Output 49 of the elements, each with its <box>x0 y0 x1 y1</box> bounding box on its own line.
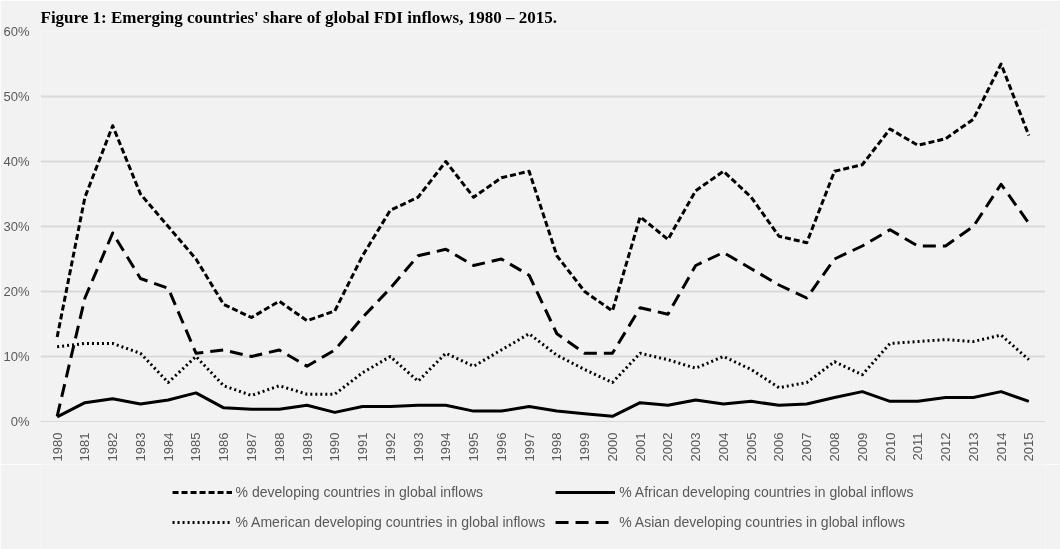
y-tick-label: 60% <box>3 24 30 39</box>
x-tick-label: 1999 <box>577 432 593 462</box>
legend-label: % American developing countries in global inflows <box>235 513 546 530</box>
x-tick-label: 1981 <box>77 432 93 462</box>
x-tick-label: 2010 <box>882 432 898 462</box>
x-tick-label: 1994 <box>438 432 454 462</box>
x-tick-label: 2012 <box>938 432 954 462</box>
x-tick-label: 1988 <box>271 432 287 462</box>
x-tick-label: 1997 <box>521 432 537 462</box>
x-tick-label: 1993 <box>410 432 426 462</box>
x-tick-label: 1990 <box>327 432 343 462</box>
x-tick-label: 1983 <box>132 432 148 462</box>
x-tick-label: 1996 <box>493 432 509 462</box>
x-tick-label: 2009 <box>854 432 870 462</box>
x-tick-label: 2005 <box>743 432 759 462</box>
x-tick-label: 1985 <box>188 432 204 462</box>
x-tick-label: 2003 <box>688 432 704 462</box>
x-tick-label: 2011 <box>910 432 926 461</box>
x-tick-label: 1992 <box>382 432 398 462</box>
y-tick-label: 40% <box>3 154 30 169</box>
x-tick-label: 1995 <box>466 432 482 462</box>
x-tick-label: 2008 <box>827 432 843 462</box>
x-tick-label: 2002 <box>660 432 676 462</box>
x-tick-label: 1991 <box>355 432 371 462</box>
x-tick-label: 2006 <box>771 432 787 462</box>
y-tick-label: 30% <box>3 219 30 234</box>
x-tick-label: 1998 <box>549 432 565 462</box>
legend-label: % Asian developing countries in global inflows <box>619 513 905 530</box>
line-series <box>55 62 1031 339</box>
x-tick-label: 2004 <box>715 432 731 462</box>
chart-title: Figure 1: Emerging countries' share of global FDI inflows, 1980 – 2015. <box>40 7 557 27</box>
legend-label: % African developing countries in global inflows <box>619 483 914 500</box>
x-tick-label: 2014 <box>993 432 1009 462</box>
y-tick-label: 50% <box>3 89 30 104</box>
x-tick-label: 2001 <box>632 432 648 462</box>
y-tick-label: 10% <box>3 349 30 364</box>
x-tick-label: 1989 <box>299 432 315 462</box>
x-tick-label: 2000 <box>604 432 620 462</box>
x-tick-label: 1980 <box>49 432 65 462</box>
x-tick-label: 2015 <box>1021 432 1037 462</box>
x-tick-label: 2007 <box>799 432 815 462</box>
x-tick-label: 1986 <box>216 432 232 462</box>
y-tick-label: 0% <box>10 414 30 429</box>
legend-label: % developing countries in global inflows <box>235 483 484 500</box>
x-tick-label: 1982 <box>105 432 121 462</box>
x-tick-label: 2013 <box>965 432 981 462</box>
x-tick-label: 1984 <box>160 432 176 462</box>
y-tick-label: 20% <box>3 284 30 299</box>
x-tick-label: 1987 <box>243 432 259 462</box>
